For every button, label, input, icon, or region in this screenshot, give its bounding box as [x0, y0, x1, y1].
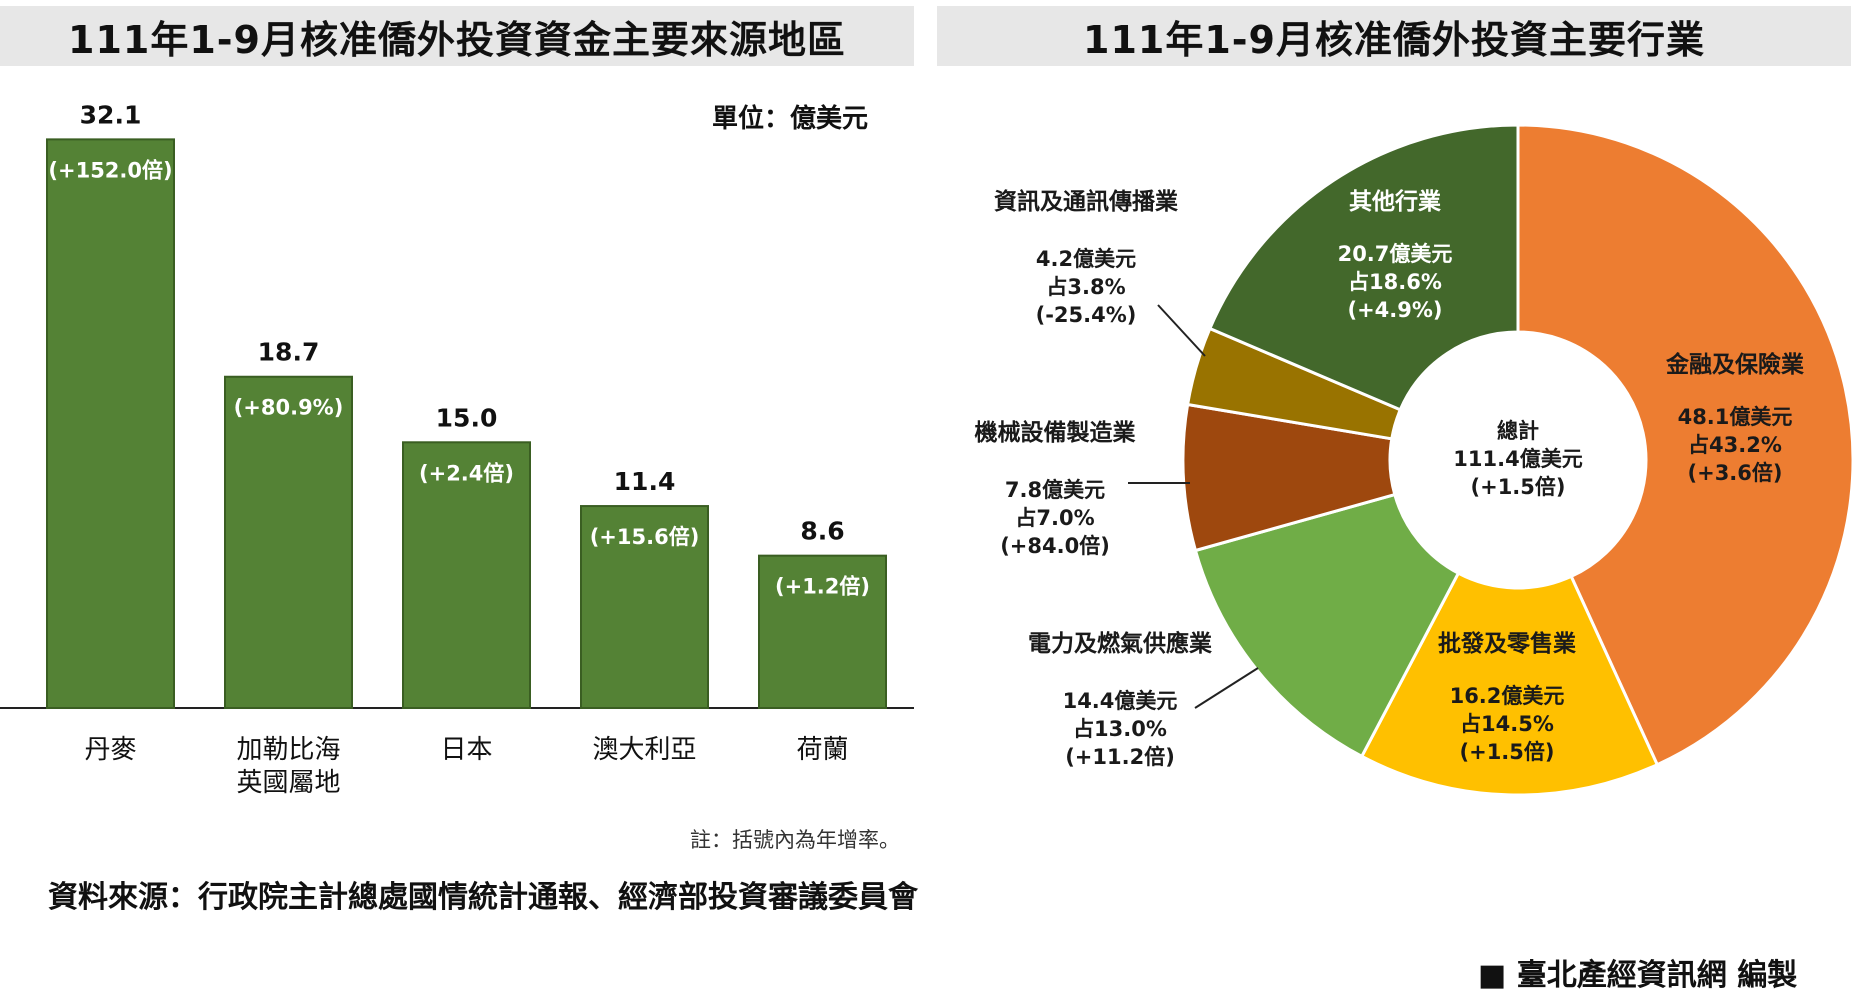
donut-chart: 金融及保險業48.1億美元占43.2%(+3.6倍)批發及零售業16.2億美元占… — [975, 123, 1855, 797]
bar — [224, 375, 353, 709]
slice-share-label: 占7.0% — [1015, 506, 1094, 530]
bar — [402, 441, 531, 709]
slice-amount-label: 16.2億美元 — [1450, 684, 1565, 708]
donut-slice — [1359, 571, 1660, 797]
bar-value-label: 11.4 — [614, 467, 676, 496]
slice-name-label: 其他行業 — [1349, 188, 1442, 215]
donut-slice — [1516, 123, 1855, 767]
slice-share-label: 占18.6% — [1348, 270, 1442, 294]
slice-name-label: 機械設備製造業 — [975, 419, 1137, 446]
bar-growth-label: (+80.9%) — [234, 396, 344, 420]
bar-value-label: 18.7 — [258, 338, 320, 367]
donut-center-total: 111.4億美元 — [1453, 447, 1582, 471]
slice-name-label: 電力及燃氣供應業 — [1028, 630, 1213, 657]
slice-share-label: 占3.8% — [1046, 275, 1125, 299]
bar-value-label: 15.0 — [436, 403, 498, 432]
slice-name-label: 批發及零售業 — [1438, 630, 1577, 657]
x-tick-label: 英國屬地 — [236, 768, 340, 798]
slice-growth-label: (-25.4%) — [1036, 303, 1137, 327]
slice-share-label: 占43.2% — [1688, 433, 1782, 457]
bar-value-label: 32.1 — [80, 100, 142, 129]
pie-chart-title: 111年1-9月核准僑外投資主要行業 — [937, 6, 1851, 66]
credit-text: ■ 臺北產經資訊網 編製 — [1478, 958, 1798, 993]
source-text: 資料來源：行政院主計總處國情統計通報、經濟部投資審議委員會 — [48, 880, 918, 915]
x-tick-label: 丹麥 — [84, 735, 136, 765]
slice-amount-label: 14.4億美元 — [1063, 689, 1178, 713]
slice-amount-label: 20.7億美元 — [1338, 242, 1453, 266]
slice-amount-label: 7.8億美元 — [1005, 478, 1105, 502]
bar-growth-label: (+15.6倍) — [590, 525, 700, 549]
bar-value-label: 8.6 — [800, 517, 844, 546]
donut-center-title: 總計 — [1497, 419, 1539, 443]
bar-growth-label: (+2.4倍) — [419, 461, 514, 485]
leader-line — [1157, 304, 1206, 357]
slice-share-label: 占13.0% — [1073, 717, 1167, 741]
bar-growth-label: (+152.0倍) — [48, 158, 172, 182]
bar — [46, 138, 175, 710]
bar — [758, 554, 887, 710]
leader-line — [1194, 667, 1259, 709]
footnote: 註：括號內為年增率。 — [690, 828, 900, 852]
x-tick-label: 澳大利亞 — [592, 735, 696, 765]
donut-slice — [1207, 123, 1520, 412]
slice-growth-label: (+84.0倍) — [1000, 534, 1110, 558]
donut-center-growth: (+1.5倍) — [1471, 475, 1566, 499]
bar — [580, 505, 709, 709]
slice-amount-label: 48.1億美元 — [1678, 405, 1793, 429]
x-tick-label: 荷蘭 — [796, 735, 848, 765]
donut-slice — [1193, 492, 1461, 759]
slice-growth-label: (+4.9%) — [1347, 298, 1442, 322]
slice-growth-label: (+11.2倍) — [1065, 745, 1175, 769]
slice-amount-label: 4.2億美元 — [1036, 247, 1136, 271]
slice-name-label: 資訊及通訊傳播業 — [994, 188, 1179, 215]
bar-growth-label: (+1.2倍) — [775, 575, 870, 599]
slice-name-label: 金融及保險業 — [1665, 351, 1805, 378]
slice-share-label: 占14.5% — [1460, 712, 1554, 736]
bar-chart-title: 111年1-9月核准僑外投資資金主要來源地區 — [0, 6, 914, 66]
unit-label: 單位：億美元 — [712, 104, 869, 134]
x-tick-label: 日本 — [440, 735, 492, 765]
slice-growth-label: (+3.6倍) — [1688, 461, 1783, 485]
x-tick-label: 加勒比海 — [236, 735, 340, 765]
slice-growth-label: (+1.5倍) — [1460, 740, 1555, 764]
